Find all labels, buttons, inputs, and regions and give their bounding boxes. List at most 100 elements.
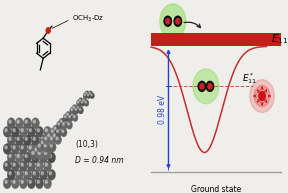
Circle shape	[77, 106, 79, 108]
Circle shape	[35, 161, 43, 172]
Circle shape	[78, 107, 84, 114]
Circle shape	[15, 152, 23, 163]
Circle shape	[68, 123, 69, 125]
Circle shape	[25, 137, 27, 140]
Circle shape	[45, 137, 47, 140]
Circle shape	[13, 163, 15, 166]
Circle shape	[39, 139, 47, 149]
Circle shape	[41, 148, 43, 151]
Circle shape	[164, 16, 171, 26]
Circle shape	[17, 155, 19, 157]
Circle shape	[29, 129, 31, 132]
Circle shape	[9, 172, 11, 175]
Circle shape	[33, 155, 35, 157]
Circle shape	[49, 135, 56, 145]
Circle shape	[176, 19, 180, 24]
Circle shape	[27, 161, 35, 172]
Circle shape	[66, 121, 73, 129]
Circle shape	[56, 121, 63, 129]
Circle shape	[46, 139, 53, 149]
Circle shape	[33, 146, 41, 156]
Circle shape	[174, 16, 181, 26]
Circle shape	[25, 120, 27, 123]
Circle shape	[65, 111, 71, 119]
Circle shape	[193, 69, 219, 104]
Circle shape	[79, 108, 81, 110]
Circle shape	[11, 126, 19, 137]
Circle shape	[19, 178, 27, 189]
Circle shape	[65, 116, 66, 118]
Circle shape	[52, 132, 59, 141]
Circle shape	[7, 152, 15, 163]
Circle shape	[54, 127, 56, 130]
Circle shape	[35, 178, 43, 189]
Circle shape	[35, 148, 37, 151]
Circle shape	[41, 141, 43, 144]
Circle shape	[50, 128, 56, 137]
Circle shape	[3, 126, 11, 137]
Circle shape	[73, 106, 75, 108]
Circle shape	[13, 180, 15, 183]
Circle shape	[3, 144, 11, 154]
Circle shape	[15, 169, 23, 180]
Circle shape	[77, 101, 79, 103]
Circle shape	[58, 125, 65, 134]
Circle shape	[76, 105, 82, 112]
Circle shape	[21, 129, 23, 132]
Circle shape	[31, 118, 39, 129]
Circle shape	[84, 100, 89, 106]
Circle shape	[33, 137, 35, 140]
Circle shape	[208, 84, 212, 89]
Circle shape	[65, 120, 67, 122]
Circle shape	[79, 99, 81, 101]
Circle shape	[23, 118, 31, 129]
Circle shape	[43, 126, 52, 137]
Circle shape	[19, 126, 27, 137]
Circle shape	[19, 161, 27, 172]
Circle shape	[45, 180, 48, 183]
Circle shape	[46, 28, 50, 33]
FancyArrowPatch shape	[184, 22, 200, 28]
Circle shape	[17, 172, 19, 175]
Circle shape	[9, 120, 11, 123]
Circle shape	[44, 151, 47, 154]
Circle shape	[60, 120, 62, 122]
Circle shape	[48, 135, 56, 146]
Circle shape	[254, 85, 270, 107]
Circle shape	[31, 135, 39, 146]
Circle shape	[43, 144, 52, 154]
Circle shape	[29, 163, 31, 166]
Circle shape	[91, 94, 92, 96]
Circle shape	[83, 99, 85, 101]
Bar	[151, 33, 281, 46]
Circle shape	[27, 126, 35, 137]
Circle shape	[71, 108, 72, 110]
Circle shape	[11, 144, 19, 154]
Circle shape	[48, 134, 50, 137]
Circle shape	[17, 137, 19, 140]
Circle shape	[200, 84, 204, 89]
Circle shape	[47, 141, 49, 144]
Circle shape	[39, 146, 48, 156]
Circle shape	[67, 113, 68, 115]
Circle shape	[54, 135, 62, 145]
Circle shape	[160, 4, 186, 39]
Circle shape	[70, 111, 76, 119]
Circle shape	[49, 137, 52, 140]
Circle shape	[33, 172, 35, 175]
Circle shape	[29, 146, 31, 149]
Text: 0.98 eV: 0.98 eV	[158, 95, 167, 124]
Circle shape	[35, 144, 43, 154]
Circle shape	[38, 144, 40, 147]
Circle shape	[32, 151, 34, 154]
Circle shape	[48, 169, 56, 180]
Circle shape	[41, 155, 43, 157]
Text: D = 0.94 nm: D = 0.94 nm	[75, 156, 124, 165]
Circle shape	[41, 172, 43, 175]
Circle shape	[61, 121, 68, 129]
Circle shape	[27, 144, 35, 154]
Circle shape	[3, 161, 11, 172]
Circle shape	[21, 180, 23, 183]
Circle shape	[3, 178, 11, 189]
Circle shape	[23, 152, 31, 163]
